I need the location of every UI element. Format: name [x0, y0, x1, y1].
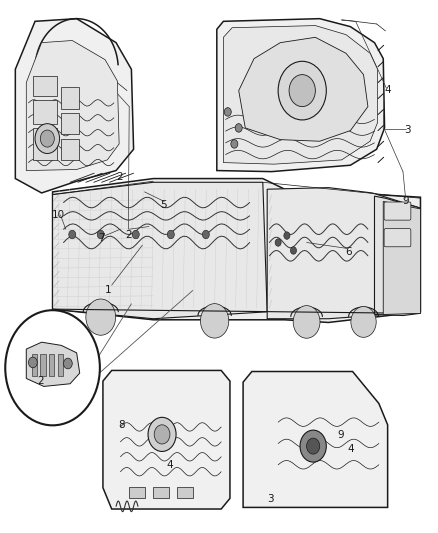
Circle shape [5, 310, 100, 425]
Circle shape [132, 230, 139, 239]
Text: 2: 2 [125, 230, 132, 239]
FancyBboxPatch shape [61, 87, 79, 109]
Circle shape [235, 124, 242, 132]
FancyBboxPatch shape [32, 354, 37, 376]
Circle shape [201, 304, 229, 338]
Circle shape [307, 438, 320, 454]
Text: 5: 5 [160, 200, 167, 210]
Text: 1: 1 [104, 285, 111, 295]
Circle shape [202, 230, 209, 239]
Circle shape [275, 239, 281, 246]
FancyBboxPatch shape [153, 487, 169, 498]
Text: 3: 3 [404, 125, 411, 134]
Circle shape [35, 124, 60, 154]
Text: 8: 8 [118, 421, 125, 430]
Polygon shape [26, 41, 119, 171]
Circle shape [278, 61, 326, 120]
Circle shape [290, 247, 297, 254]
FancyBboxPatch shape [49, 354, 54, 376]
FancyBboxPatch shape [40, 354, 46, 376]
Polygon shape [239, 37, 368, 141]
FancyBboxPatch shape [129, 487, 145, 498]
Text: 4: 4 [347, 445, 354, 454]
Circle shape [148, 417, 176, 451]
Circle shape [28, 357, 37, 368]
Polygon shape [267, 188, 420, 319]
Circle shape [289, 75, 315, 107]
Text: 2: 2 [117, 172, 124, 182]
FancyBboxPatch shape [384, 202, 411, 220]
Circle shape [97, 230, 104, 239]
Polygon shape [26, 342, 80, 386]
Circle shape [69, 230, 76, 239]
Text: 9: 9 [403, 197, 410, 206]
Polygon shape [383, 201, 420, 314]
Circle shape [300, 430, 326, 462]
Circle shape [351, 306, 376, 337]
Text: 4: 4 [385, 85, 392, 94]
FancyBboxPatch shape [177, 487, 193, 498]
Polygon shape [53, 179, 420, 322]
Text: 9: 9 [337, 431, 344, 440]
FancyBboxPatch shape [61, 139, 79, 160]
Circle shape [86, 299, 116, 335]
Polygon shape [374, 196, 420, 316]
Text: 4: 4 [166, 460, 173, 470]
Circle shape [154, 425, 170, 444]
Text: 10: 10 [52, 211, 65, 220]
Circle shape [167, 230, 174, 239]
FancyBboxPatch shape [33, 128, 57, 160]
Polygon shape [223, 26, 378, 164]
Circle shape [284, 232, 290, 239]
Circle shape [231, 140, 238, 148]
Text: 7: 7 [98, 233, 105, 243]
FancyBboxPatch shape [61, 113, 79, 134]
Text: 3: 3 [267, 495, 274, 504]
FancyBboxPatch shape [33, 76, 57, 96]
Circle shape [64, 358, 72, 369]
Polygon shape [15, 19, 134, 193]
Circle shape [224, 108, 231, 116]
Circle shape [293, 305, 320, 338]
Circle shape [40, 130, 54, 147]
Polygon shape [243, 372, 388, 507]
Polygon shape [103, 370, 230, 509]
FancyBboxPatch shape [58, 354, 63, 376]
Polygon shape [53, 182, 267, 319]
Text: 2: 2 [37, 376, 44, 386]
FancyBboxPatch shape [33, 100, 57, 124]
FancyBboxPatch shape [384, 229, 411, 247]
Text: 6: 6 [345, 247, 352, 257]
Polygon shape [217, 19, 385, 172]
